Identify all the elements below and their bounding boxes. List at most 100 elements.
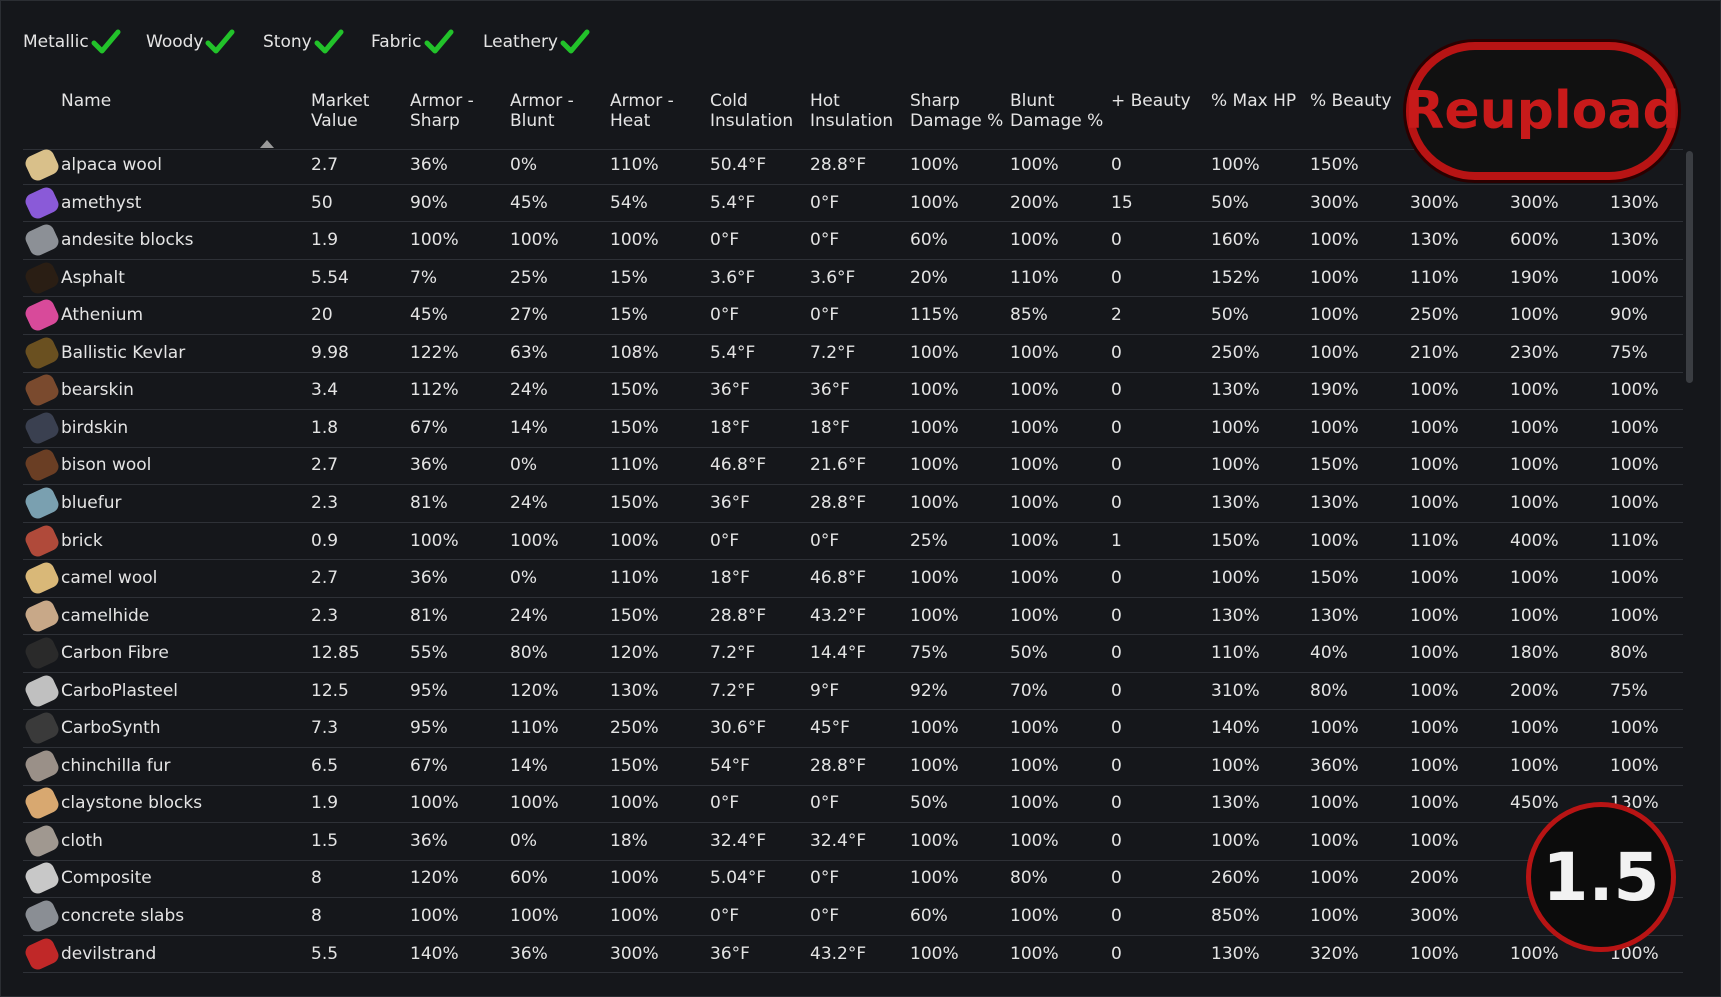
column-header[interactable]: % Max HP <box>1211 91 1297 111</box>
cell-value: 5.4°F <box>710 342 756 363</box>
cell-value: 130% <box>1211 605 1260 626</box>
cell-value: 1 <box>1111 530 1122 551</box>
cell-value: 75% <box>1610 342 1648 363</box>
cell-value: 100% <box>1410 830 1459 851</box>
column-header[interactable]: Hot Insulation <box>810 91 894 131</box>
cell-value: 3.6°F <box>810 267 856 288</box>
cell-value: 100% <box>1610 455 1659 476</box>
cell-value: 54% <box>610 192 648 213</box>
cell-value: 100% <box>1211 455 1260 476</box>
checkmark <box>424 29 453 54</box>
cell-value: 150% <box>610 605 659 626</box>
cell-value: 25% <box>910 530 948 551</box>
cell-value: 150% <box>610 755 659 776</box>
column-header[interactable]: Cold Insulation <box>710 91 794 131</box>
cell-value: 14% <box>510 417 548 438</box>
cell-value: 100% <box>910 342 959 363</box>
row-separator <box>23 446 1683 448</box>
cell-value: 0% <box>510 568 537 589</box>
cell-value: 140% <box>1211 718 1260 739</box>
cell-value: 320% <box>1310 943 1359 964</box>
cell-value: 0 <box>1111 793 1122 814</box>
filter-toggle[interactable]: Woody <box>146 29 235 55</box>
cell-value: 100% <box>1410 755 1459 776</box>
column-header[interactable]: Sharp Damage % <box>910 91 1004 131</box>
column-header[interactable]: Name <box>61 91 112 111</box>
column-header[interactable]: + Beauty <box>1111 91 1191 111</box>
cell-value: 100% <box>910 455 959 476</box>
filter-toggle[interactable]: Leathery <box>483 29 590 55</box>
cell-value: 100% <box>1410 380 1459 401</box>
cell-value: 100% <box>910 492 959 513</box>
cell-value: 260% <box>1211 868 1260 889</box>
cell-value: 2.7 <box>311 568 339 589</box>
cell-value: 122% <box>410 342 459 363</box>
cell-value: 100% <box>1410 568 1459 589</box>
cell-value: 100% <box>410 793 459 814</box>
cell-value: 200% <box>1010 192 1059 213</box>
cell-value: 0°F <box>710 530 740 551</box>
cell-value: 12.5 <box>311 680 349 701</box>
filter-label: Leathery <box>483 32 558 52</box>
material-name: brick <box>61 530 103 551</box>
cell-value: 0 <box>1111 755 1122 776</box>
cell-value: 90% <box>1610 305 1648 326</box>
cell-value: 0 <box>1111 868 1122 889</box>
cell-value: 0 <box>1111 906 1122 926</box>
cell-value: 50% <box>1211 305 1249 326</box>
cell-value: 9°F <box>810 680 840 701</box>
cell-value: 1.8 <box>311 417 339 438</box>
cell-value: 100% <box>1410 943 1459 964</box>
cell-value: 0% <box>510 455 537 476</box>
cell-value: 100% <box>510 793 559 814</box>
cell-value: 6.5 <box>311 755 339 776</box>
cell-value: 0 <box>1111 568 1122 589</box>
cell-value: 0°F <box>810 530 840 551</box>
cell-value: 100% <box>1310 868 1359 889</box>
cell-value: 150% <box>1310 455 1359 476</box>
filter-toggle[interactable]: Stony <box>263 29 344 55</box>
cell-value: 0 <box>1111 342 1122 363</box>
cell-value: 150% <box>610 417 659 438</box>
column-header[interactable]: Blunt Damage % <box>1010 91 1104 131</box>
material-name: Carbon Fibre <box>61 643 169 664</box>
material-icon <box>22 184 62 221</box>
cell-value: 130% <box>1211 943 1260 964</box>
cell-value: 100% <box>1410 605 1459 626</box>
row-separator <box>23 258 1683 260</box>
cell-value: 100% <box>1310 267 1359 288</box>
material-name: Ballistic Kevlar <box>61 342 186 363</box>
cell-value: 250% <box>1410 305 1459 326</box>
cell-value: 28.8°F <box>810 755 867 776</box>
cell-value: 600% <box>1510 230 1559 251</box>
cell-value: 112% <box>410 380 459 401</box>
scrollbar[interactable] <box>1686 151 1693 383</box>
cell-value: 100% <box>610 530 659 551</box>
cell-value: 0°F <box>810 192 840 213</box>
cell-value: 100% <box>510 906 559 926</box>
row-separator <box>23 784 1683 786</box>
column-header[interactable]: Market Value <box>311 91 370 131</box>
cell-value: 0 <box>1111 605 1122 626</box>
cell-value: 8 <box>311 906 322 926</box>
material-name: bluefur <box>61 492 122 513</box>
cell-value: 32.4°F <box>810 830 867 851</box>
cell-value: 300% <box>1310 192 1359 213</box>
column-header[interactable]: Armor - Heat <box>610 91 674 131</box>
column-header[interactable]: Armor - Blunt <box>510 91 574 131</box>
cell-value: 190% <box>1510 267 1559 288</box>
column-header[interactable]: Armor - Sharp <box>410 91 474 131</box>
filter-toggle[interactable]: Fabric <box>371 29 454 55</box>
cell-value: 100% <box>610 793 659 814</box>
cell-value: 50% <box>910 793 948 814</box>
cell-value: 360% <box>1310 755 1359 776</box>
row-separator <box>23 972 1683 974</box>
cell-value: 0 <box>1111 643 1122 664</box>
column-header[interactable]: % Beauty <box>1310 91 1392 111</box>
cell-value: 46.8°F <box>810 568 867 589</box>
cell-value: 100% <box>1010 417 1059 438</box>
sort-indicator <box>260 140 274 148</box>
filter-toggle[interactable]: Metallic <box>23 29 121 55</box>
cell-value: 18°F <box>710 568 750 589</box>
cell-value: 130% <box>1610 230 1659 251</box>
